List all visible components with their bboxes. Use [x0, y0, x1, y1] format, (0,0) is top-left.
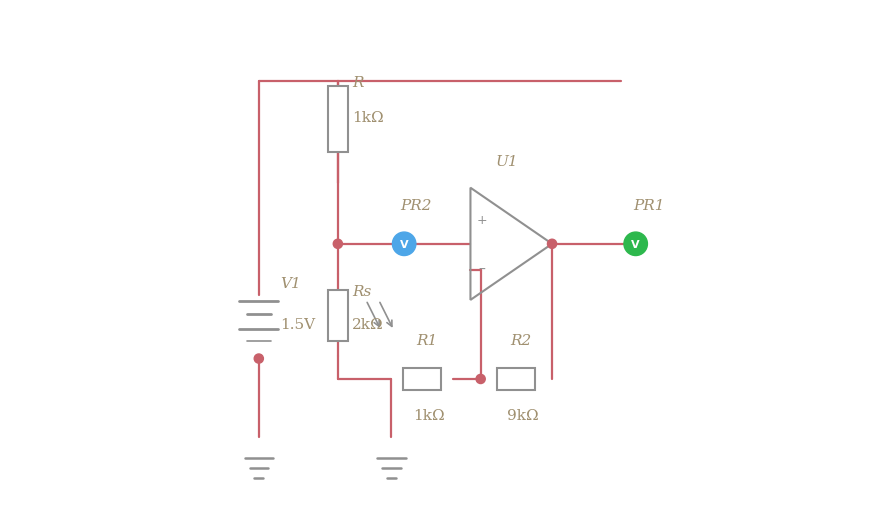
Text: Rs: Rs	[351, 284, 371, 298]
Text: PR2: PR2	[400, 199, 431, 213]
Text: R: R	[351, 75, 363, 90]
Text: V1: V1	[280, 276, 300, 291]
Text: R2: R2	[510, 333, 531, 348]
Bar	[402, 368, 441, 390]
Text: 9kΩ: 9kΩ	[507, 408, 538, 422]
Text: R1: R1	[416, 333, 436, 348]
Circle shape	[333, 240, 342, 249]
Text: PR1: PR1	[633, 199, 664, 213]
Circle shape	[547, 240, 556, 249]
Text: 1kΩ: 1kΩ	[351, 111, 384, 125]
Bar	[497, 368, 535, 390]
Bar	[328, 87, 347, 153]
Bar	[328, 290, 347, 341]
Circle shape	[476, 375, 485, 384]
Text: –: –	[477, 263, 485, 277]
Text: V: V	[630, 239, 639, 249]
Text: +: +	[476, 213, 486, 227]
Text: 1kΩ: 1kΩ	[412, 408, 444, 422]
Circle shape	[392, 233, 416, 256]
Text: V: V	[400, 239, 408, 249]
Circle shape	[254, 354, 263, 363]
Circle shape	[623, 233, 646, 256]
Text: U1: U1	[495, 154, 518, 168]
Text: 1.5V: 1.5V	[280, 317, 315, 331]
Text: 2kΩ: 2kΩ	[351, 317, 384, 331]
